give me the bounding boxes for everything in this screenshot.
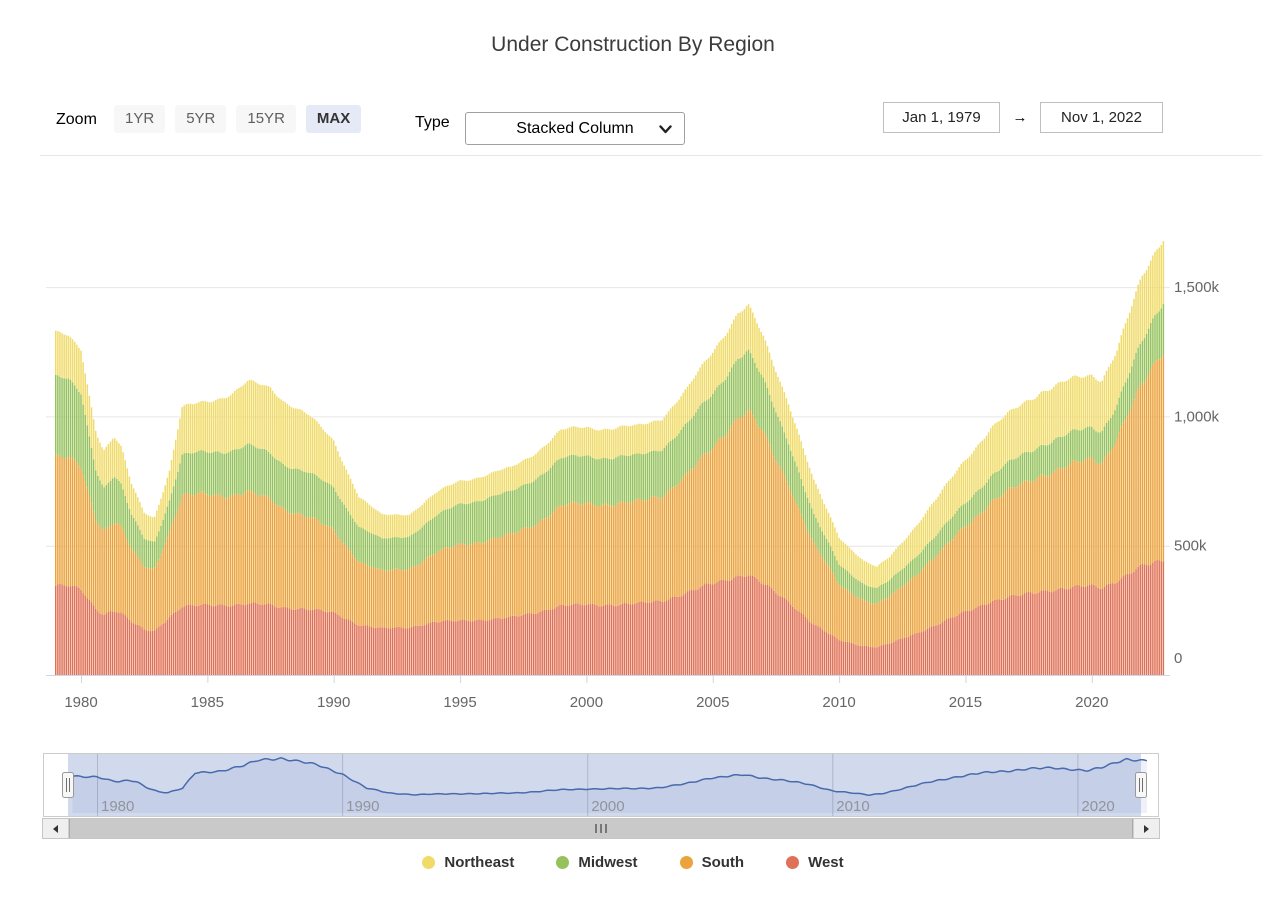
- navigator-outline: [43, 753, 1159, 817]
- legend-label: Midwest: [578, 854, 638, 871]
- zoom-max-button[interactable]: MAX: [305, 105, 362, 133]
- type-label: Type: [415, 114, 450, 131]
- zoom-5yr-button[interactable]: 5YR: [175, 105, 227, 133]
- svg-text:1995: 1995: [443, 694, 476, 711]
- legend-label: West: [808, 854, 844, 871]
- date-to-input[interactable]: [1040, 102, 1163, 133]
- navigator[interactable]: 1980 1990 2000 2010 2020: [0, 753, 1266, 817]
- legend-item-south[interactable]: South: [679, 854, 745, 871]
- south-marker-icon: [679, 856, 693, 869]
- svg-text:1990: 1990: [346, 798, 379, 815]
- svg-text:500k: 500k: [1174, 538, 1207, 555]
- legend: Northeast Midwest South West: [0, 854, 1266, 871]
- navigator-gridlines: [97, 753, 1079, 817]
- svg-text:1980: 1980: [64, 694, 97, 711]
- zoom-button-group: 1YR 5YR 15YR MAX: [114, 105, 371, 133]
- svg-text:0: 0: [1174, 650, 1182, 667]
- svg-text:2020: 2020: [1075, 694, 1108, 711]
- navigator-line: [72, 757, 1148, 796]
- x-axis-labels: 1980 1985 1990 1995 2000 2005 2010 2015 2020: [64, 694, 1108, 711]
- svg-text:2010: 2010: [836, 798, 869, 815]
- scrollbar-left-arrow[interactable]: [43, 819, 69, 838]
- legend-item-midwest[interactable]: Midwest: [556, 854, 638, 871]
- navigator-labels: 1980 1990 2000 2010 2020: [101, 798, 1115, 815]
- scrollbar-thumb[interactable]: [69, 819, 1133, 838]
- svg-text:2020: 2020: [1081, 798, 1114, 815]
- svg-text:1985: 1985: [191, 694, 224, 711]
- west-marker-icon: [786, 856, 800, 869]
- svg-text:1980: 1980: [101, 798, 134, 815]
- svg-text:2015: 2015: [949, 694, 982, 711]
- svg-text:2010: 2010: [822, 694, 855, 711]
- svg-text:2000: 2000: [591, 798, 624, 815]
- navigator-left-handle[interactable]: [62, 772, 74, 798]
- svg-text:1,500k: 1,500k: [1174, 279, 1220, 296]
- date-range-arrow-icon: →: [1012, 109, 1028, 126]
- right-arrow-icon: [1144, 824, 1149, 833]
- navigator-right-handle[interactable]: [1135, 772, 1147, 798]
- stacked-column-chart[interactable]: 0 500k 1,000k 1,500k 1980 1985 1990 1995 2000 200…: [0, 160, 1266, 725]
- zoom-1yr-button[interactable]: 1YR: [114, 105, 166, 133]
- svg-text:2005: 2005: [696, 694, 729, 711]
- date-from-input[interactable]: [883, 102, 1000, 133]
- midwest-marker-icon: [556, 856, 570, 869]
- svg-text:2000: 2000: [570, 694, 603, 711]
- y-axis-labels: 0 500k 1,000k 1,500k: [1174, 279, 1220, 667]
- series-south-bars[interactable]: [54, 354, 1165, 648]
- scrollbar-right-arrow[interactable]: [1133, 819, 1159, 838]
- header-divider: [40, 155, 1262, 156]
- series-northeast-bars[interactable]: [54, 241, 1165, 588]
- svg-text:1,000k: 1,000k: [1174, 408, 1220, 425]
- legend-label: Northeast: [444, 854, 515, 871]
- zoom-15yr-button[interactable]: 15YR: [236, 105, 296, 133]
- series-west-bars[interactable]: [54, 559, 1165, 675]
- zoom-label: Zoom: [56, 111, 97, 128]
- chevron-down-icon: [659, 125, 672, 134]
- scrollbar[interactable]: [42, 818, 1160, 839]
- x-axis-ticks: [81, 675, 1093, 683]
- svg-text:1990: 1990: [317, 694, 350, 711]
- legend-item-west[interactable]: West: [786, 854, 844, 871]
- navigator-area: [72, 757, 1147, 813]
- chart-type-value: Stacked Column: [516, 119, 634, 137]
- chart-title: Under Construction By Region: [491, 33, 775, 56]
- northeast-marker-icon: [422, 856, 436, 869]
- left-arrow-icon: [53, 824, 58, 833]
- legend-item-northeast[interactable]: Northeast: [422, 854, 514, 871]
- legend-label: South: [701, 854, 745, 871]
- scrollbar-grip-icon: [595, 824, 607, 833]
- chart-type-select[interactable]: Stacked Column: [465, 112, 685, 145]
